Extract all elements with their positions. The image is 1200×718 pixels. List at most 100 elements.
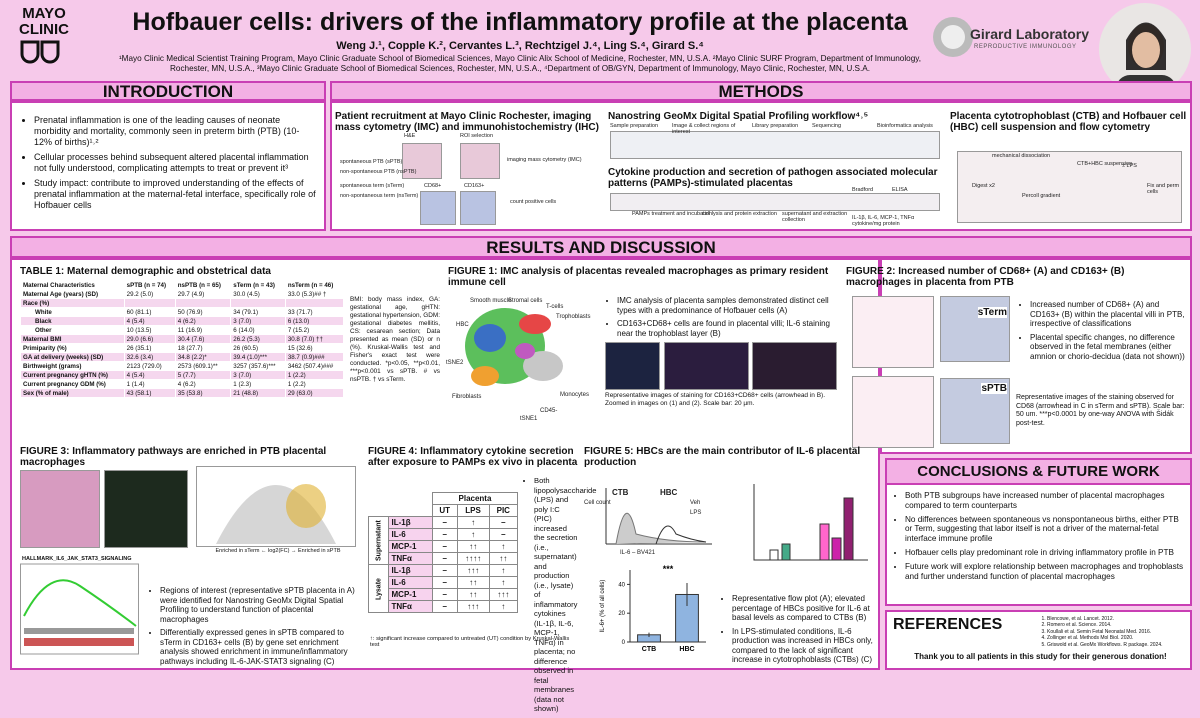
table-cell: 1 (2.2)	[284, 370, 345, 380]
table-row: UT LPS PIC	[369, 504, 519, 517]
table-cell: ↑↑	[456, 576, 490, 589]
plot-label: Smooth muscle	[470, 298, 512, 304]
x-tick-label: HBC	[679, 646, 694, 653]
cd163-scatter	[852, 376, 934, 448]
diagram-label: supernatant and extraction collection	[782, 211, 848, 223]
gsea-plot	[20, 563, 139, 655]
geomx-workflow-image	[610, 131, 940, 159]
plot-label: HBC	[660, 488, 678, 497]
bullet-list: Both PTB subgroups have increased number…	[893, 491, 1184, 581]
he-image	[402, 143, 442, 179]
table-title: TABLE 1: Maternal demographic and obstet…	[20, 266, 271, 277]
diagram-label: spontaneous term (sTerm)	[340, 183, 405, 189]
row-group: Supernatant	[368, 516, 388, 565]
bullet: IMC analysis of placenta samples demonst…	[617, 296, 837, 315]
image-label: sPTB	[981, 383, 1007, 394]
table-cell: –	[431, 600, 458, 613]
table-cell: ↑↑↑↑	[456, 552, 490, 565]
mayo-logo: MAYO CLINIC	[14, 6, 104, 76]
table-cell: 39.4 (1.0)***	[230, 352, 286, 362]
section-heading: INTRODUCTION	[10, 81, 326, 101]
table-cell: 29.2 (5.0)	[123, 289, 176, 299]
reference: Koullali et al. Semin Fetal Neonatal Med…	[1047, 629, 1187, 635]
diagram-label: CD163+	[464, 183, 485, 189]
table-cell: 1 (2.2)	[284, 379, 345, 389]
table-cell: ↑↑↑	[456, 600, 490, 613]
table-row: Maternal Characteristics sPTB (n = 74) nsP…	[20, 280, 345, 290]
table-cell: ↑	[488, 540, 519, 553]
y-tick-label: 0	[622, 640, 626, 646]
plot-label: Fibroblasts	[452, 394, 482, 400]
plot-label: HBC	[456, 322, 469, 328]
table-cell: Race (%)	[20, 298, 125, 308]
table-row: Supernatant IL-1β – ↑ –	[368, 516, 519, 565]
table-cell: 4 (5.4)	[123, 316, 176, 326]
table-row: IL-6– ↑ –	[369, 528, 519, 541]
x-tick-label: CTB	[642, 646, 656, 653]
bullet: Both PTB subgroups have increased number…	[905, 491, 1184, 511]
table-cell: MCP-1	[387, 540, 433, 553]
logo-text: MAYO CLINIC	[19, 5, 69, 38]
bullet: Hofbauer cells play predominant role in …	[905, 548, 1184, 558]
section-heading: REFERENCES	[893, 616, 1003, 633]
bullet-list: Increased number of CD68+ (A) and CD163+…	[1018, 300, 1186, 361]
diagram-label: ELISA	[892, 187, 908, 193]
table-cell: 6 (14.0)	[230, 325, 286, 335]
table-cell: 26 (35.1)	[123, 343, 176, 353]
table-cell: –	[431, 540, 458, 553]
table-row: Race (%)	[20, 298, 345, 308]
diagram-label: PAMPs treatment and incubation	[632, 211, 712, 217]
plot-label: CD45-	[540, 408, 558, 414]
table-cell: 29.7 (4.9)	[174, 289, 232, 299]
authors: Weng J.¹, Copple K.², Cervantes L.³, Rec…	[336, 40, 704, 52]
table-cell: ↑↑	[488, 552, 519, 565]
table-cell: Primiparity (%)	[20, 343, 125, 353]
table-cell: 2123 (729.0)	[123, 361, 176, 371]
bullet: Differentially expressed genes in sPTB c…	[160, 628, 356, 666]
table-cell: 32.6 (3.4)	[123, 352, 176, 362]
plot-label: tSNE2	[446, 360, 464, 366]
plot-label: LPS	[690, 510, 702, 516]
axis-label: Enriched in sTerm ← log2(FC) → Enriched …	[215, 548, 341, 554]
bullet: Study impact: contribute to improved und…	[34, 178, 316, 211]
bullet: CD163+CD68+ cells are found in placental…	[617, 319, 837, 338]
volcano-plot	[196, 466, 356, 547]
figure1-bullets: IMC analysis of placenta samples demonst…	[605, 296, 837, 342]
tsne-plot	[465, 308, 563, 386]
figure-title: FIGURE 5: HBCs are the main contributor …	[584, 446, 861, 468]
figure4-table: Placenta UT LPS PIC Supernatant IL-1β – ↑ – IL-6–…	[368, 492, 519, 613]
table-cell: Black	[20, 316, 125, 326]
table-cell: ↑	[488, 576, 519, 589]
figure-title: FIGURE 3: Inflammatory pathways are enri…	[20, 446, 327, 468]
diagram-label: spontaneous PTB (sPTB)	[340, 159, 403, 165]
table-cell: 29 (63.0)	[284, 388, 345, 398]
panel-title: Nanostring GeoMx Digital Spatial Profili…	[608, 111, 869, 122]
table-cell: –	[488, 516, 519, 529]
bullet: Cellular processes behind subsequent alt…	[34, 152, 316, 174]
cd163-image	[460, 191, 496, 225]
table-cell: IL-1β	[387, 564, 433, 577]
table-cell: TNFα	[387, 552, 433, 565]
bullet: Representative flow plot (A); elevated p…	[732, 594, 876, 623]
table-cell: ↑↑↑	[488, 588, 519, 601]
table-cell: –	[431, 564, 458, 577]
figure5b-chart: 0 20 40 IL-6+ (% of all cells) CTB HBC ***	[600, 564, 706, 653]
table-row: Black 4 (5.4) 4 (6.2) 3 (7.0) 6 (13.0)	[20, 316, 345, 326]
table-cell: 21 (48.8)	[230, 388, 286, 398]
sptb-image: sPTB	[940, 378, 1010, 444]
table-cell: MCP-1	[387, 588, 433, 601]
table-cell: ↑↑↑	[456, 564, 490, 577]
table-cell: –	[431, 552, 458, 565]
reference: Zollinger et al. Methods Mol Biol. 2020.	[1047, 635, 1187, 641]
table-cell	[369, 493, 433, 505]
table-note: BMI: body mass index, GA: gestational ag…	[350, 296, 440, 383]
lab-subtitle: REPRODUCTIVE IMMUNOLOGY	[974, 44, 1077, 50]
table-cell: ↑	[456, 528, 490, 541]
table-row: Primiparity (%) 26 (35.1) 18 (27.7) 26 (60.…	[20, 343, 345, 353]
table-cell: 34.8 (2.2)*	[174, 352, 232, 362]
figure-caption: Representative images of the staining ob…	[1016, 394, 1185, 427]
cytokine-workflow-image	[610, 193, 940, 211]
table-cell: ↑↑	[456, 588, 490, 601]
plot-label: Stromal cells	[508, 298, 543, 304]
table-row: Maternal Age (years) (SD) 29.2 (5.0) 29.7 …	[20, 289, 345, 299]
